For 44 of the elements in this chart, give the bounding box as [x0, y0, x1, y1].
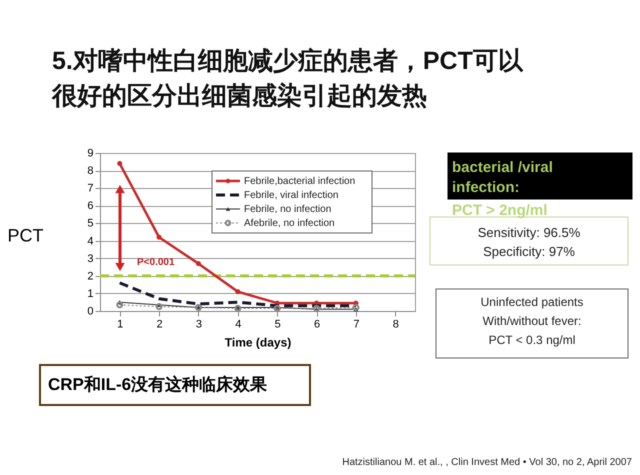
legend-label: Febrile,bacterial infection — [244, 176, 356, 187]
y-tick-label: 5 — [87, 218, 94, 230]
point — [196, 261, 201, 266]
point — [117, 161, 122, 166]
x-tick-label: 2 — [156, 318, 163, 330]
y-tick-label: 2 — [87, 270, 94, 282]
text: Specificity: 97% — [483, 244, 576, 259]
point — [235, 289, 240, 294]
y-tick-label: 9 — [87, 148, 94, 160]
text: CRP和IL-6没有这种临床效果 — [48, 375, 268, 394]
y-tick-label: 4 — [87, 235, 94, 248]
point — [116, 301, 124, 308]
x-tick-label: 6 — [314, 318, 320, 330]
point — [352, 304, 360, 311]
text: Uninfected patients — [480, 295, 584, 309]
x-tick-label: 3 — [196, 318, 202, 330]
line-series — [118, 281, 358, 308]
text: With/without fever: — [482, 314, 582, 328]
text: Hatzistilianou M. et al., , Clin Invest Med • Vol 30, no 2, April 2007 — [342, 457, 632, 468]
legend-label: Afebrile, no infection — [244, 218, 335, 229]
text: Sensitivity: 96.5% — [478, 225, 581, 240]
x-tick-label: 4 — [235, 318, 242, 330]
x-tick-label: 8 — [392, 318, 399, 330]
x-tick-label: 5 — [274, 318, 281, 330]
y-tick-label: 0 — [87, 306, 94, 318]
y-tick-label: 6 — [87, 200, 94, 212]
text: bacterial /viral — [452, 159, 553, 176]
point — [156, 303, 163, 310]
chart-title: 5.对嗜中性白细胞减少症的患者，PCT可以很好的区分出细菌感染引起的发热 — [51, 47, 524, 110]
legend-label: Febrile, viral infection — [244, 190, 338, 201]
x-tick-label: 1 — [117, 318, 124, 330]
x-axis-title: Time (days) — [224, 336, 292, 350]
legend-label: Febrile, no infection — [244, 204, 332, 215]
y-axis-title: PCT — [8, 226, 44, 246]
y-tick-label: 7 — [87, 182, 94, 195]
point — [156, 234, 162, 240]
text: PCT < 0.3 ng/ml — [488, 333, 576, 347]
text: PCT > 2ng/ml — [452, 202, 548, 219]
text: infection: — [452, 179, 520, 196]
y-tick-label: 8 — [87, 165, 94, 178]
x-tick-label: 7 — [353, 318, 360, 330]
annotation: P<0.001 — [137, 257, 175, 268]
y-tick-label: 1 — [87, 288, 94, 300]
y-tick-label: 3 — [87, 252, 94, 265]
